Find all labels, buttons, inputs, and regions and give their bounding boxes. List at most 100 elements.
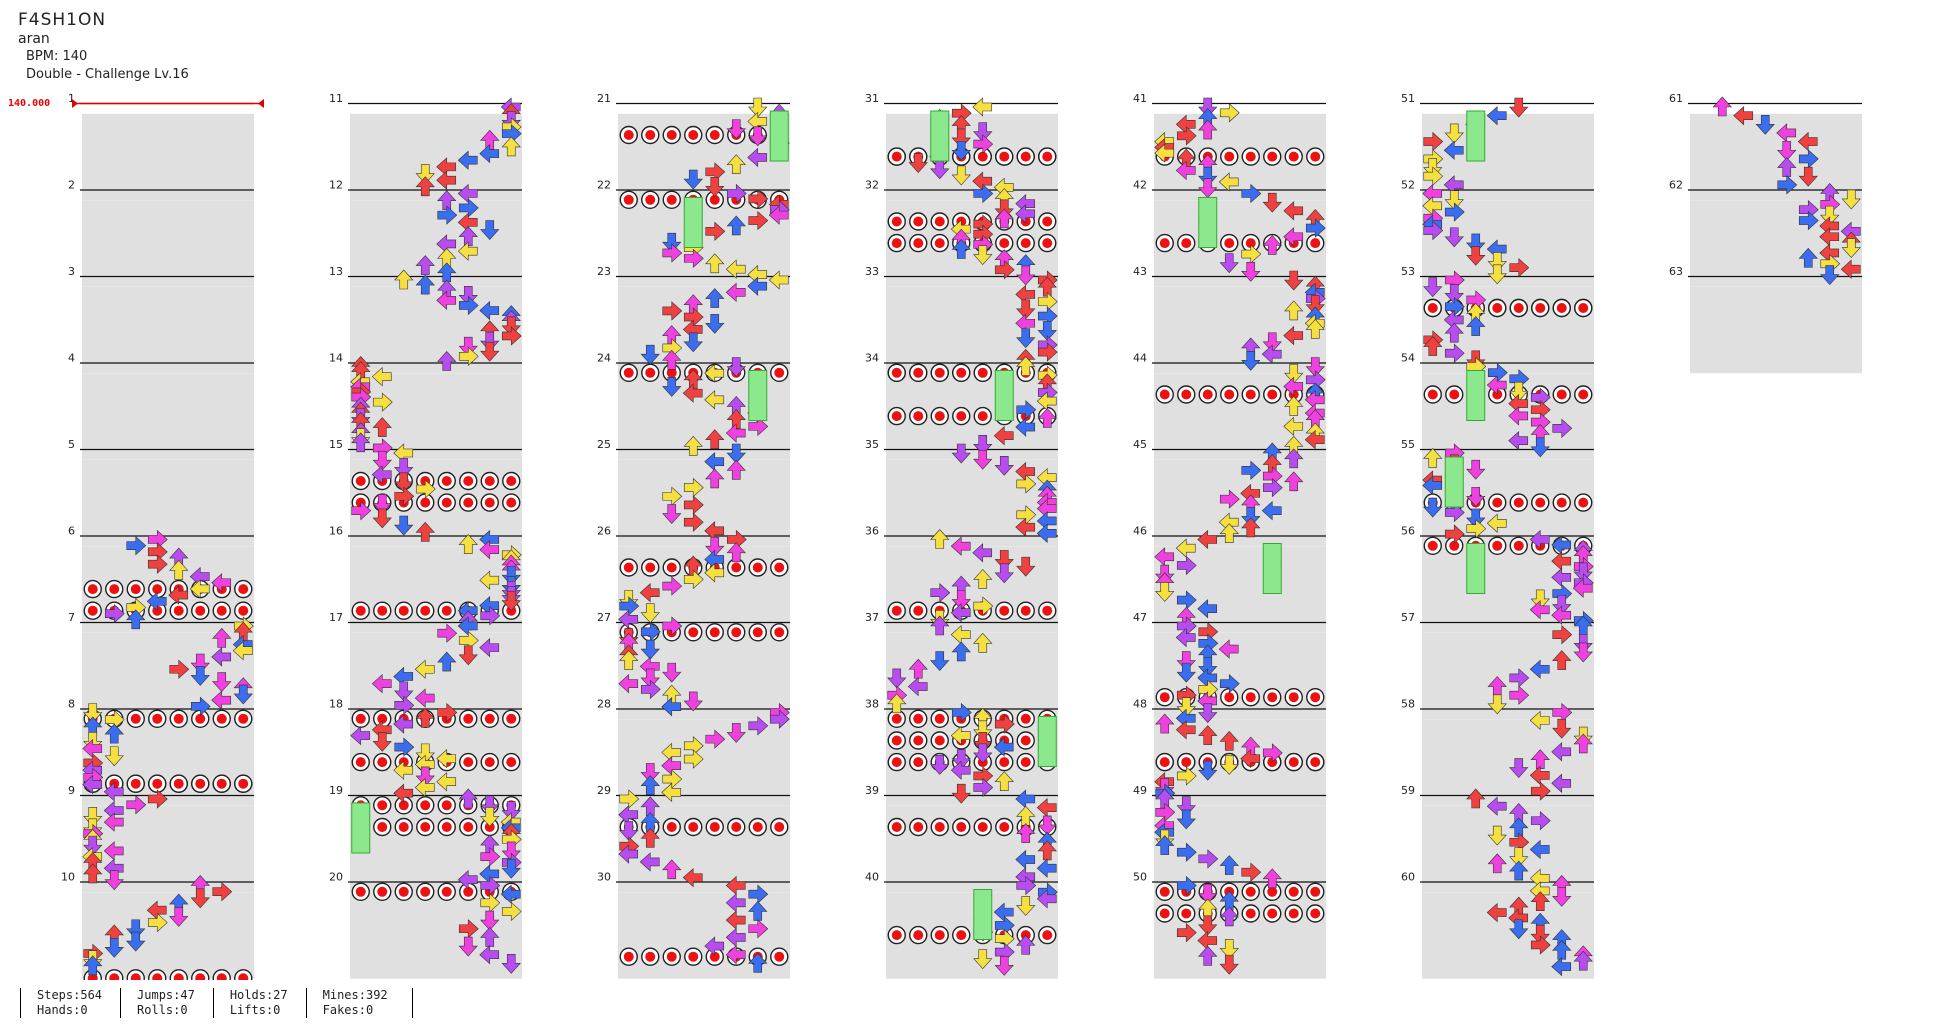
step-arrow-icon (1486, 513, 1507, 533)
measure-band (82, 157, 254, 179)
mine-core (1578, 389, 1589, 400)
step-arrow-icon (662, 243, 683, 263)
step-arrow-icon (705, 536, 725, 557)
step-arrow-icon (1262, 332, 1282, 353)
mine-core (463, 497, 474, 508)
measure-number: 2 (68, 179, 75, 192)
step-arrow-icon (930, 529, 950, 549)
step-arrow-icon (1777, 175, 1798, 195)
measure-band (618, 221, 790, 244)
step-arrow-icon (950, 603, 971, 623)
mine-core (645, 130, 656, 140)
step-arrow-icon (951, 749, 971, 770)
step-arrow-icon (640, 775, 660, 795)
mine-core (977, 822, 988, 832)
mine-core (1020, 238, 1031, 249)
measure-band (350, 308, 522, 330)
step-arrow-icon (1155, 713, 1175, 734)
mine-core (1042, 605, 1053, 616)
mine-core (1556, 389, 1567, 400)
mine-core (1245, 908, 1256, 919)
mine-core (1245, 238, 1256, 249)
measure-band (1154, 849, 1326, 871)
measure-band (618, 589, 790, 612)
step-arrow-icon (1466, 519, 1487, 539)
measure-band (886, 697, 1058, 720)
step-arrow-icon (1529, 529, 1550, 550)
step-arrow-icon (457, 241, 478, 261)
mine-core (1492, 497, 1503, 508)
mine-core (1427, 389, 1438, 400)
step-arrow-icon (1509, 847, 1529, 868)
mine-core (956, 411, 967, 422)
measure-band (1422, 416, 1594, 439)
stats-col-4: Mines:392 Fakes:0 (305, 988, 413, 1018)
step-arrow-icon (126, 795, 147, 815)
step-arrow-icon (1262, 743, 1283, 763)
step-arrow-icon (705, 468, 725, 489)
measure-band (1422, 200, 1594, 222)
measure-band (1154, 654, 1326, 676)
step-arrow-icon (415, 743, 435, 764)
step-arrow-icon (973, 596, 994, 616)
step-arrow-icon (394, 458, 414, 478)
step-arrow-icon (415, 255, 435, 275)
mine-core (216, 778, 227, 789)
mine-core (152, 778, 163, 789)
step-arrow-icon (1551, 956, 1572, 977)
hold-note (1262, 543, 1282, 594)
step-arrow-icon (1219, 489, 1240, 509)
mine-core (484, 476, 495, 486)
step-arrow-icon (1036, 523, 1057, 543)
mine-core (195, 973, 206, 980)
step-arrow-icon (1016, 934, 1036, 955)
measure-number: 1 (68, 92, 75, 105)
mine-core (956, 367, 967, 378)
step-arrow-icon (415, 766, 435, 787)
step-arrow-icon (748, 210, 769, 231)
step-arrow-icon (930, 651, 950, 672)
step-arrow-icon (83, 703, 103, 723)
chart-stats: Steps:564 Hands:0 Jumps:47 Rolls:0 Holds… (20, 988, 413, 1018)
mine-core (934, 367, 945, 378)
measure-band (1154, 935, 1326, 958)
measure-band (82, 546, 254, 568)
mine-core (623, 951, 634, 962)
step-arrow-icon (683, 248, 704, 269)
step-arrow-icon (1573, 642, 1593, 663)
measure-number: 5 (68, 438, 75, 451)
measure-number: 35 (865, 438, 879, 451)
mine-core (238, 778, 249, 789)
step-arrow-icon (1219, 939, 1239, 959)
measure-band (618, 416, 790, 439)
step-arrow-icon (169, 559, 189, 580)
mine-core (1245, 151, 1256, 162)
step-arrow-icon (1016, 356, 1036, 376)
measure-band (82, 503, 254, 525)
mine-core (623, 194, 634, 205)
measure-band (1690, 157, 1862, 179)
mine-core (709, 951, 720, 962)
step-arrow-icon (1798, 210, 1819, 231)
measure-band (886, 567, 1058, 590)
step-arrow-icon (1155, 582, 1175, 602)
measure-band (618, 784, 790, 806)
step-arrow-icon (501, 591, 521, 612)
mine-core (1159, 238, 1170, 249)
mine-core (934, 216, 945, 227)
measure-number: 43 (1133, 265, 1147, 278)
step-arrow-icon (126, 931, 146, 952)
mine-core (238, 584, 249, 595)
measure-number: 54 (1401, 352, 1415, 365)
hold-note (1037, 716, 1057, 767)
measure-band (886, 784, 1058, 806)
stat-hands: Hands:0 (37, 1003, 88, 1017)
measure-number: 63 (1669, 265, 1683, 278)
step-arrow-icon (351, 432, 371, 453)
step-arrow-icon (1037, 342, 1058, 362)
mine-core (1159, 757, 1170, 768)
step-arrow-icon (371, 464, 392, 485)
step-arrow-icon (168, 585, 189, 605)
mine-core (666, 194, 677, 205)
step-arrow-icon (748, 919, 769, 939)
